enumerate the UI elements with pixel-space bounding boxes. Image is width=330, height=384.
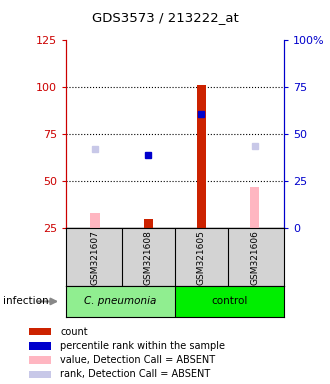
Text: value, Detection Call = ABSENT: value, Detection Call = ABSENT — [60, 355, 215, 365]
Text: rank, Detection Call = ABSENT: rank, Detection Call = ABSENT — [60, 369, 211, 379]
Bar — [29, 356, 51, 364]
Text: percentile rank within the sample: percentile rank within the sample — [60, 341, 225, 351]
Bar — [90, 214, 100, 228]
Bar — [175, 286, 284, 317]
Bar — [66, 286, 175, 317]
Text: GSM321606: GSM321606 — [250, 230, 259, 285]
Text: GSM321605: GSM321605 — [197, 230, 206, 285]
Text: control: control — [211, 296, 248, 306]
Text: C. pneumonia: C. pneumonia — [84, 296, 157, 306]
Text: GDS3573 / 213222_at: GDS3573 / 213222_at — [92, 11, 238, 24]
Text: count: count — [60, 327, 88, 337]
Text: GSM321608: GSM321608 — [144, 230, 153, 285]
Bar — [29, 328, 51, 336]
Bar — [29, 371, 51, 378]
Bar — [250, 187, 259, 228]
Bar — [197, 86, 206, 228]
Bar — [29, 342, 51, 350]
Bar — [144, 219, 153, 228]
Text: GSM321607: GSM321607 — [91, 230, 100, 285]
Text: infection: infection — [3, 296, 49, 306]
